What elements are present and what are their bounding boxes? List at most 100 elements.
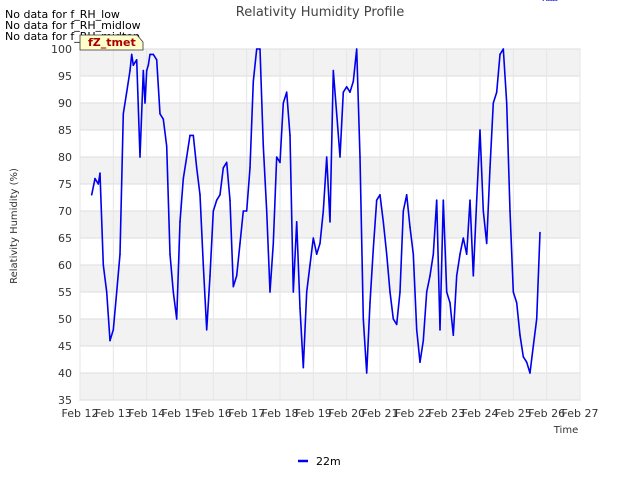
data-point-22m — [182, 177, 185, 180]
data-point-22m — [130, 53, 133, 56]
series-points — [90, 0, 558, 374]
data-point-22m — [312, 237, 315, 239]
data-point-22m — [192, 134, 195, 137]
data-point-22m — [545, 0, 548, 1]
x-tick-label: Feb 14 — [128, 407, 165, 420]
data-point-22m — [215, 199, 218, 201]
data-point-22m — [335, 113, 338, 115]
data-point-22m — [242, 210, 245, 212]
data-point-22m — [94, 177, 96, 180]
data-point-22m — [375, 199, 378, 201]
data-point-22m — [355, 48, 358, 50]
x-tick-label: Feb 13 — [95, 407, 132, 420]
background-band — [80, 157, 580, 184]
x-tick-label: Feb 25 — [495, 407, 532, 420]
data-point-22m — [402, 210, 405, 212]
legend: 22m — [298, 455, 341, 468]
data-point-22m — [475, 199, 478, 201]
data-point-22m — [99, 172, 101, 174]
data-point-22m — [505, 102, 508, 104]
y-tick-label: 50 — [58, 313, 72, 326]
data-point-22m — [405, 194, 408, 196]
data-point-22m — [189, 134, 191, 137]
data-point-22m — [144, 102, 146, 104]
data-point-22m — [145, 69, 148, 72]
x-tick-label: Feb 23 — [428, 407, 465, 420]
x-tick-label: Feb 24 — [462, 407, 499, 420]
data-point-22m — [252, 80, 255, 83]
data-point-22m — [285, 91, 288, 93]
data-point-22m — [549, 0, 551, 1]
data-point-22m — [319, 242, 321, 245]
data-point-22m — [492, 102, 495, 104]
background-band — [80, 49, 580, 76]
data-point-22m — [279, 161, 281, 164]
data-point-22m — [554, 0, 556, 1]
data-point-22m — [212, 210, 215, 212]
data-point-22m — [109, 339, 111, 342]
data-point-22m — [90, 194, 93, 196]
data-point-22m — [535, 318, 538, 320]
data-point-22m — [175, 318, 178, 320]
data-point-22m — [442, 199, 445, 201]
y-tick-label: 100 — [51, 43, 72, 56]
data-point-22m — [512, 291, 515, 293]
data-point-22m — [115, 291, 118, 293]
y-tick-label: 45 — [58, 340, 72, 353]
data-point-22m — [342, 91, 345, 93]
data-point-22m — [249, 167, 251, 169]
data-point-22m — [362, 318, 365, 320]
series-tag-box — [79, 34, 144, 51]
data-point-22m — [309, 264, 311, 266]
chart-title: Relativity Humidity Profile — [236, 5, 404, 20]
data-point-22m — [292, 291, 295, 293]
data-point-22m — [125, 91, 128, 93]
data-point-22m — [352, 80, 355, 83]
data-point-22m — [539, 231, 541, 234]
data-point-22m — [225, 161, 228, 164]
x-axis-label: Time — [553, 425, 578, 436]
data-point-22m — [295, 221, 298, 223]
background-band — [80, 103, 580, 130]
data-point-22m — [219, 194, 221, 196]
x-tick-label: Feb 12 — [62, 407, 99, 420]
data-point-22m — [482, 210, 485, 212]
data-point-22m — [282, 102, 285, 104]
data-point-22m — [399, 291, 401, 293]
y-tick-label: 60 — [58, 259, 72, 272]
data-point-22m — [550, 0, 553, 1]
data-point-22m — [532, 345, 535, 347]
data-point-22m — [332, 69, 335, 72]
data-point-22m — [202, 264, 205, 266]
data-point-22m — [509, 210, 511, 212]
data-point-22m — [239, 242, 241, 245]
data-point-22m — [462, 237, 465, 239]
data-point-22m — [119, 253, 121, 255]
data-point-22m — [379, 194, 381, 196]
series-tag-label: fZ_tmet — [88, 36, 136, 49]
data-point-22m — [372, 248, 375, 250]
data-point-22m — [485, 242, 488, 245]
data-point-22m — [299, 307, 301, 310]
data-point-22m — [232, 285, 235, 288]
data-point-22m — [195, 167, 198, 169]
data-point-22m — [172, 291, 175, 293]
data-point-22m — [165, 145, 168, 147]
data-point-22m — [345, 86, 348, 88]
data-point-22m — [529, 372, 531, 374]
x-tick-label: Feb 16 — [195, 407, 232, 420]
data-point-22m — [255, 48, 258, 50]
background-band — [80, 373, 580, 400]
y-tick-label: 65 — [58, 232, 72, 245]
data-point-22m — [159, 113, 161, 115]
data-point-22m — [429, 275, 431, 277]
y-tick-label: 70 — [58, 205, 72, 218]
x-tick-label: Feb 20 — [328, 407, 365, 420]
data-point-22m — [382, 221, 385, 223]
no-data-notice-midlow: No data for f_RH_midlow — [5, 19, 141, 32]
data-point-22m — [525, 361, 528, 364]
data-point-22m — [229, 199, 231, 201]
data-point-22m — [425, 291, 428, 293]
y-tick-label: 75 — [58, 178, 72, 191]
